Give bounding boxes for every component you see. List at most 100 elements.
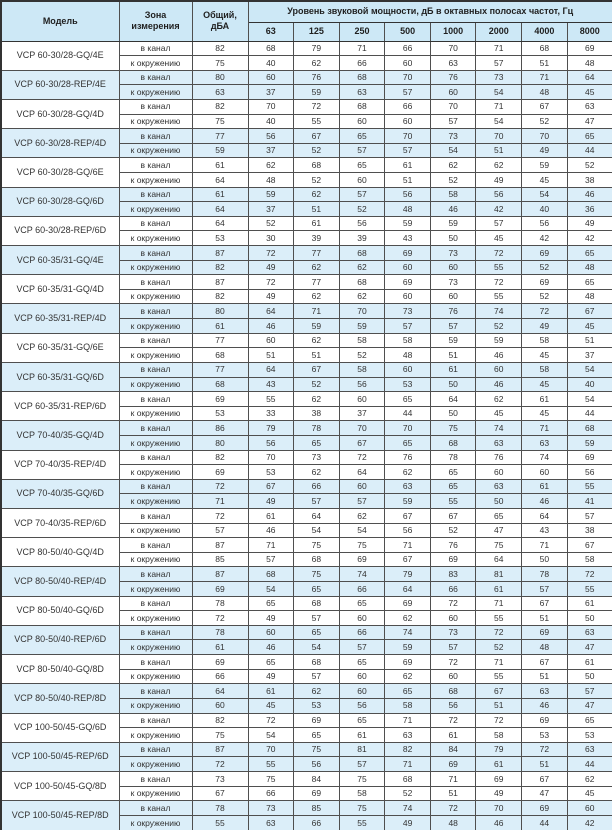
band-value: 60: [338, 391, 386, 407]
band-value: 74: [384, 624, 431, 641]
band-value: 49: [475, 171, 523, 188]
model-cell: VCP 70-40/35-GQ/4D: [0, 420, 120, 451]
band-value: 61: [521, 478, 568, 495]
band-value: 40: [521, 201, 568, 217]
band-value: 64: [338, 464, 386, 480]
band-value: 45: [521, 376, 568, 393]
table-row-ambient: к окружению 69 54 65 66 64 66 61 57 55: [1, 581, 612, 597]
band-value: 74: [475, 303, 523, 320]
band-value: 45: [566, 318, 612, 334]
table-row-duct: VCP 70-40/35-GQ/4D в канал 86 79 78 70 70 75 74 7…: [0, 420, 612, 451]
band-value: 55: [475, 288, 523, 305]
band-value: 73: [247, 800, 295, 816]
band-value: 60: [338, 478, 386, 495]
band-value: 47: [566, 697, 612, 714]
band-value: 66: [247, 785, 295, 802]
table-row-duct: VCP 80-50/40-REP/4D в канал 87 68 75 74 79 83 81…: [0, 566, 612, 597]
band-value: 44: [521, 814, 568, 830]
model-cell: VCP 80-50/40-GQ/8D: [0, 654, 120, 685]
band-value: 65: [338, 712, 386, 729]
band-value: 62: [293, 391, 340, 407]
zone-cell-duct: в канал: [118, 566, 193, 583]
model-cell: VCP 60-30/28-GQ/4D: [0, 98, 120, 130]
zone-cell-duct: в канал: [118, 595, 193, 612]
band-value: 72: [247, 274, 295, 290]
total-dba-value: 87: [191, 741, 249, 758]
band-value: 52: [475, 318, 523, 334]
zone-cell-ambient: к окружению: [118, 697, 193, 714]
band-value: 71: [475, 654, 523, 670]
band-value: 71: [475, 98, 523, 115]
band-value: 65: [338, 595, 386, 612]
band-value: 46: [566, 186, 612, 203]
band-value: 40: [247, 55, 295, 71]
total-dba-value: 87: [191, 274, 249, 290]
band-value: 62: [338, 259, 386, 276]
band-value: 58: [475, 727, 523, 743]
band-value: 52: [521, 288, 568, 305]
header-freq-250: 250: [338, 21, 386, 42]
total-dba-value: 69: [191, 654, 249, 670]
band-value: 75: [247, 770, 295, 787]
band-value: 44: [566, 756, 612, 772]
band-value: 54: [293, 639, 340, 656]
band-value: 57: [293, 610, 340, 626]
zone-cell-ambient: к окружению: [118, 551, 193, 568]
zone-cell-ambient: к окружению: [118, 668, 193, 685]
total-dba-value: 75: [191, 55, 249, 71]
band-value: 36: [566, 201, 612, 217]
band-value: 46: [475, 814, 523, 830]
band-value: 64: [247, 361, 295, 378]
band-value: 48: [521, 639, 568, 656]
band-value: 81: [338, 741, 386, 758]
zone-cell-duct: в канал: [118, 361, 193, 378]
band-value: 72: [293, 98, 340, 115]
band-value: 60: [384, 55, 431, 71]
total-dba-value: 72: [191, 610, 249, 626]
band-value: 72: [475, 274, 523, 290]
band-value: 62: [293, 288, 340, 305]
table-row-duct: VCP 60-35/31-REP/6D в канал 69 55 62 60 65 64 62…: [0, 391, 612, 422]
band-value: 57: [429, 113, 477, 130]
header-freq-8000: 8000: [566, 21, 612, 42]
band-value: 57: [338, 493, 386, 509]
band-value: 68: [429, 434, 477, 451]
zone-cell-ambient: к окружению: [118, 171, 193, 188]
band-value: 47: [475, 522, 523, 539]
band-value: 51: [429, 347, 477, 363]
total-dba-value: 85: [191, 551, 249, 568]
band-value: 58: [338, 332, 386, 349]
band-value: 65: [338, 128, 386, 144]
total-dba-value: 75: [191, 113, 249, 130]
band-value: 45: [521, 347, 568, 363]
band-value: 77: [293, 245, 340, 261]
band-value: 69: [566, 40, 612, 57]
band-value: 65: [247, 595, 295, 612]
band-value: 67: [521, 98, 568, 115]
band-value: 62: [293, 186, 340, 203]
band-value: 62: [475, 157, 523, 173]
band-value: 48: [247, 171, 295, 188]
header-freq-63: 63: [247, 21, 295, 42]
band-value: 62: [247, 157, 295, 173]
total-dba-value: 68: [191, 347, 249, 363]
band-value: 58: [521, 361, 568, 378]
band-value: 45: [521, 171, 568, 188]
band-value: 70: [384, 420, 431, 436]
band-value: 45: [566, 785, 612, 802]
band-value: 71: [384, 712, 431, 729]
band-value: 55: [338, 814, 386, 830]
band-value: 62: [384, 668, 431, 685]
band-value: 68: [566, 420, 612, 436]
band-value: 60: [247, 332, 295, 349]
total-dba-value: 55: [191, 814, 249, 830]
band-value: 54: [293, 522, 340, 539]
table-row-duct: VCP 60-30/28-GQ/6D в канал 61 59 62 57 56 58 56 5…: [0, 186, 612, 217]
band-value: 50: [429, 376, 477, 393]
total-dba-value: 69: [191, 464, 249, 480]
total-dba-value: 61: [191, 157, 249, 173]
table-row-duct: VCP 80-50/40-GQ/4D в канал 87 71 75 75 71 76 75 7…: [0, 537, 612, 568]
band-value: 45: [475, 230, 523, 247]
band-value: 69: [521, 274, 568, 290]
